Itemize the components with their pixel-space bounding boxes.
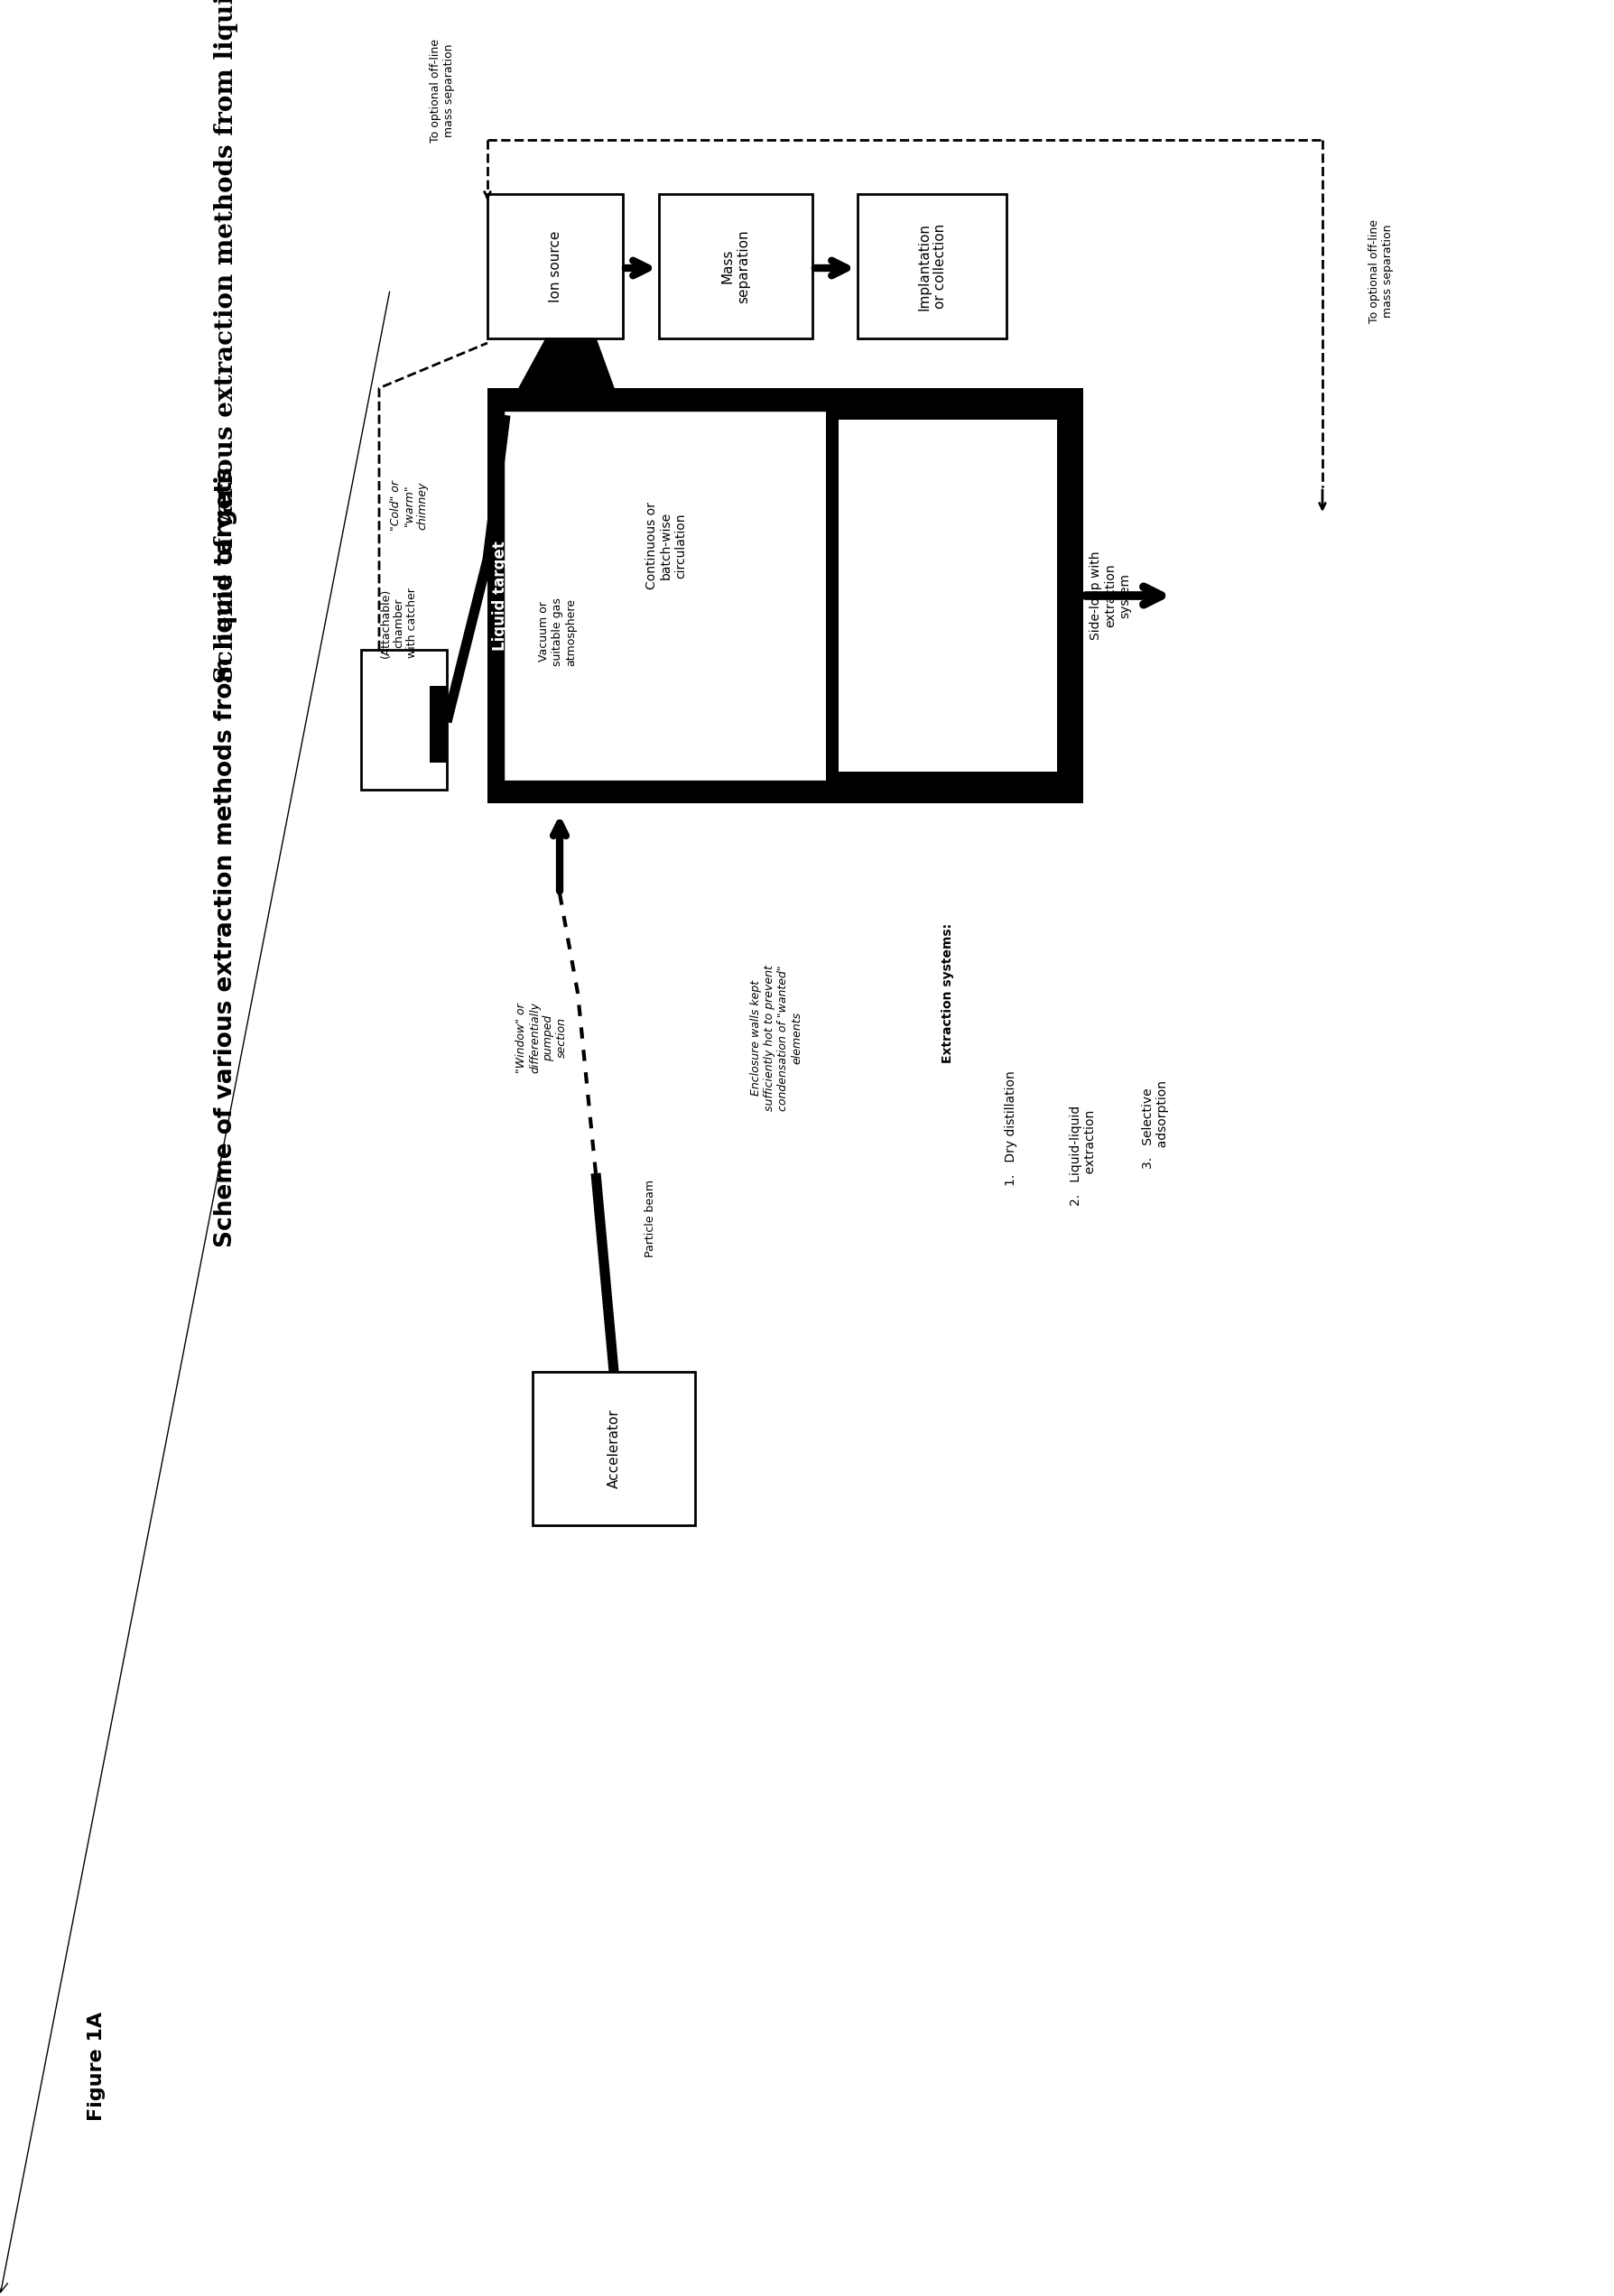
Text: Continuous or
batch-wise
circulation: Continuous or batch-wise circulation xyxy=(646,503,688,590)
Bar xyxy=(362,650,447,790)
Text: To optional off-line
mass separation: To optional off-line mass separation xyxy=(429,39,455,142)
Text: (Attachable)
chamber
with catcher: (Attachable) chamber with catcher xyxy=(379,588,418,659)
Bar xyxy=(857,195,1007,338)
Text: 1.   Dry distillation: 1. Dry distillation xyxy=(1004,1070,1017,1185)
Text: "Window" or
differentially
pumped
section: "Window" or differentially pumped sectio… xyxy=(515,1003,568,1075)
Text: Particle beam: Particle beam xyxy=(644,1180,655,1258)
Bar xyxy=(839,420,1057,771)
Text: To optional off-line
mass separation: To optional off-line mass separation xyxy=(1369,218,1394,324)
Bar xyxy=(826,402,1070,790)
Text: Mass
separation: Mass separation xyxy=(721,230,751,303)
Text: 3.   Selective
       adsorption: 3. Selective adsorption xyxy=(1141,1081,1169,1176)
Text: Scheme of various extraction methods from liquid targets: Scheme of various extraction methods fro… xyxy=(215,466,237,1247)
Bar xyxy=(504,411,1067,781)
Bar xyxy=(487,388,1083,804)
Text: Vacuum or
suitable gas
atmosphere: Vacuum or suitable gas atmosphere xyxy=(539,597,578,666)
Text: Enclosure walls kept
sufficiently hot to prevent
condensation of "wanted"
elemen: Enclosure walls kept sufficiently hot to… xyxy=(751,964,802,1111)
Bar xyxy=(429,687,447,762)
Text: Scheme of various extraction methods from liquid targets: Scheme of various extraction methods fro… xyxy=(213,0,239,684)
Bar xyxy=(659,195,812,338)
Bar xyxy=(487,195,623,338)
Text: Accelerator: Accelerator xyxy=(607,1410,621,1488)
Bar xyxy=(533,1371,696,1525)
Text: Figure 1A: Figure 1A xyxy=(87,2011,107,2122)
Text: Side-loop with
extraction
system: Side-loop with extraction system xyxy=(1089,551,1131,641)
Text: Liquid target: Liquid target xyxy=(492,542,508,650)
Text: Ion source: Ion source xyxy=(549,230,562,303)
Text: Extraction systems:: Extraction systems: xyxy=(941,923,954,1063)
Text: Implantation
or collection: Implantation or collection xyxy=(917,223,947,310)
Text: 2.   Liquid-liquid
       extraction: 2. Liquid-liquid extraction xyxy=(1070,1104,1098,1205)
Polygon shape xyxy=(520,338,613,388)
Text: "Cold" or
"warm"
chimney: "Cold" or "warm" chimney xyxy=(389,480,428,530)
